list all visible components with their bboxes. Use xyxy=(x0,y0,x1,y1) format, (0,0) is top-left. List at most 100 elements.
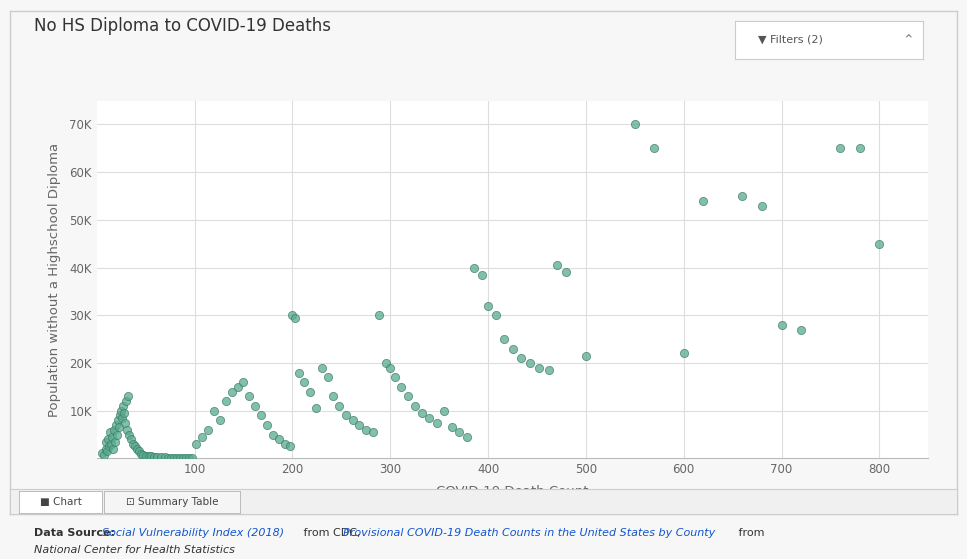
Point xyxy=(754,201,770,210)
Point xyxy=(320,373,336,382)
Text: Data Source:: Data Source: xyxy=(34,528,119,538)
Point xyxy=(444,423,459,432)
Point xyxy=(125,439,140,448)
Point xyxy=(488,311,504,320)
Point xyxy=(676,349,691,358)
Point xyxy=(230,382,246,391)
Point xyxy=(287,313,303,322)
Point xyxy=(138,451,154,460)
Point xyxy=(774,320,789,329)
Point xyxy=(132,447,147,456)
Point xyxy=(326,392,341,401)
Point xyxy=(259,420,275,429)
Point xyxy=(365,428,380,437)
Point xyxy=(314,363,330,372)
Point xyxy=(114,413,130,422)
Point xyxy=(184,453,199,462)
Text: ⌃: ⌃ xyxy=(902,32,914,47)
Point xyxy=(253,411,269,420)
Point xyxy=(833,144,848,153)
Point xyxy=(129,444,144,453)
Point xyxy=(394,382,409,391)
Point xyxy=(429,418,445,427)
Point xyxy=(549,260,565,269)
X-axis label: COVID-19 Death Count: COVID-19 Death Count xyxy=(436,485,589,498)
Point xyxy=(422,413,437,422)
Point xyxy=(181,453,196,462)
Point xyxy=(200,425,216,434)
Point xyxy=(194,433,210,442)
Point xyxy=(163,453,179,462)
Point xyxy=(107,437,123,446)
Point xyxy=(141,452,157,461)
Point xyxy=(303,387,318,396)
Point xyxy=(291,368,307,377)
Point xyxy=(115,401,131,410)
Point xyxy=(383,363,398,372)
Point xyxy=(265,430,280,439)
Point xyxy=(109,430,125,439)
Point xyxy=(219,397,234,406)
Point xyxy=(531,363,546,372)
Point xyxy=(175,453,190,462)
Point xyxy=(147,452,162,461)
Point xyxy=(351,420,366,429)
Point xyxy=(388,373,403,382)
Point xyxy=(98,444,113,453)
Point xyxy=(99,437,114,446)
Point xyxy=(121,430,136,439)
Point xyxy=(458,433,474,442)
Point xyxy=(248,401,263,410)
Point xyxy=(505,344,520,353)
Text: Provisional COVID-19 Death Counts in the United States by County: Provisional COVID-19 Death Counts in the… xyxy=(343,528,716,538)
Point xyxy=(735,192,750,201)
Point xyxy=(119,425,134,434)
Point xyxy=(271,435,286,444)
Point xyxy=(345,416,361,425)
Text: Social Vulnerability Index (2018): Social Vulnerability Index (2018) xyxy=(102,528,283,538)
Point xyxy=(118,397,133,406)
Point xyxy=(793,325,808,334)
Point xyxy=(158,453,173,462)
Point xyxy=(169,453,185,462)
Point xyxy=(627,120,642,129)
Point xyxy=(102,442,117,451)
Point xyxy=(541,366,556,375)
Point xyxy=(161,453,176,462)
Point xyxy=(242,392,257,401)
Point xyxy=(871,239,887,248)
Point xyxy=(467,263,483,272)
Point xyxy=(101,435,116,444)
Point xyxy=(224,387,240,396)
Point xyxy=(94,448,109,457)
Point xyxy=(212,416,227,425)
Point xyxy=(400,392,416,401)
Point xyxy=(172,453,188,462)
Point xyxy=(127,442,142,451)
Point xyxy=(475,270,490,279)
Point xyxy=(559,268,574,277)
Point xyxy=(116,409,132,418)
Text: from: from xyxy=(735,528,765,538)
Point xyxy=(189,439,204,448)
Point xyxy=(332,401,347,410)
Point xyxy=(120,392,135,401)
Point xyxy=(117,418,132,427)
Point xyxy=(206,406,221,415)
Point xyxy=(154,453,169,462)
Point xyxy=(108,420,124,429)
Point xyxy=(282,442,298,451)
Point xyxy=(144,452,160,461)
Point xyxy=(166,453,182,462)
Point xyxy=(112,411,128,420)
Text: ▼ Filters (2): ▼ Filters (2) xyxy=(757,35,822,45)
Point xyxy=(414,409,429,418)
Point xyxy=(123,435,138,444)
Point xyxy=(407,401,423,410)
Point xyxy=(236,377,251,386)
Point xyxy=(104,433,120,442)
Text: ■ Chart: ■ Chart xyxy=(40,497,81,507)
Point xyxy=(113,406,129,415)
Point xyxy=(513,354,529,363)
Point xyxy=(358,425,373,434)
